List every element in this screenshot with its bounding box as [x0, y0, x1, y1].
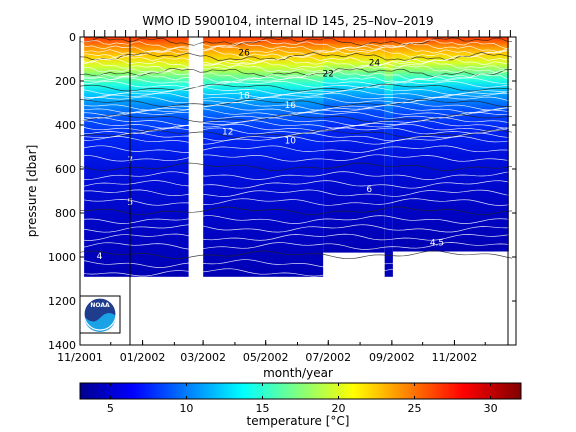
colorbar-tick-label: 15 — [255, 402, 269, 415]
y-tick-label: 1000 — [48, 251, 76, 264]
isotherm-line — [80, 162, 513, 171]
isotherm-line — [80, 242, 513, 250]
x-tick-label: 05/2002 — [243, 351, 289, 364]
x-axis-label: month/year — [263, 366, 333, 380]
isotherm-line — [80, 233, 513, 241]
x-tick-label: 01/2002 — [120, 351, 166, 364]
plot-frame — [79, 36, 517, 346]
colorbar-tick-label: 10 — [179, 402, 193, 415]
y-tick-label: 800 — [55, 207, 76, 220]
colorbar — [79, 382, 522, 400]
isotherm-line — [80, 259, 513, 268]
isotherm-line — [80, 145, 513, 153]
isotherm-line — [80, 154, 513, 162]
logo-text: NOAA — [90, 302, 110, 309]
isotherm-line — [80, 37, 513, 47]
isotherm-line — [80, 129, 513, 138]
contour-label: 18 — [238, 91, 250, 101]
contour-label: 26 — [238, 48, 250, 58]
isotherm-line — [80, 268, 513, 277]
isotherm-line — [80, 250, 513, 260]
y-tick-label: 400 — [55, 119, 76, 132]
section-segment-1 — [203, 37, 324, 277]
isotherm-line — [80, 215, 513, 224]
contour-label: 10 — [285, 136, 297, 146]
isotherm-line — [80, 96, 513, 104]
colorbar-tick-label: 5 — [107, 402, 114, 415]
isotherm-line — [80, 123, 513, 132]
contour-label: 4 — [97, 252, 103, 262]
x-axis: 11/2001 01/2002 03/2002 05/2002 07/2002 09/20… — [57, 340, 486, 364]
isotherm-line — [80, 80, 513, 89]
isotherm-line — [80, 111, 513, 119]
isotherm-line — [80, 127, 513, 135]
isotherm-line — [80, 180, 513, 189]
colorbar-ticks: 5 10 15 20 25 30 — [107, 383, 498, 415]
isotherm-line — [80, 45, 513, 56]
x-tick-label: 11/2002 — [432, 351, 478, 364]
isotherm-line — [80, 224, 513, 233]
isotherm-line — [80, 198, 513, 206]
x-tick-label: 09/2002 — [369, 351, 415, 364]
x-tick-label: 03/2002 — [180, 351, 226, 364]
x-tick-label: 07/2002 — [305, 351, 351, 364]
section-segment-0 — [84, 37, 189, 277]
isotherm-line — [80, 117, 513, 126]
isotherm-line — [80, 83, 513, 92]
isotherm-line — [80, 99, 513, 107]
isotherm-contours — [80, 37, 513, 277]
isotherm-line — [80, 60, 513, 71]
y-tick-label: 1200 — [48, 295, 76, 308]
contour-label: 12 — [222, 128, 233, 138]
x-tick-label: 11/2001 — [57, 351, 103, 364]
chart-title: WMO ID 5900104, internal ID 145, 25–Nov–… — [142, 14, 434, 28]
contour-label: 24 — [369, 58, 381, 68]
isotherm-line — [80, 51, 513, 61]
isotherm-line — [80, 132, 513, 142]
isotherm-line — [80, 120, 513, 129]
y-tick-label: 0 — [69, 31, 76, 44]
colorbar-tick-label: 30 — [484, 402, 498, 415]
profile-ticks — [83, 30, 511, 37]
isotherm-line — [80, 57, 513, 69]
y-axis-label: pressure [dbar] — [25, 145, 39, 238]
section-segment-3 — [384, 37, 393, 277]
contour-label: 6 — [366, 185, 372, 195]
colorbar-tick-label: 20 — [332, 402, 346, 415]
noaa-logo: NOAA — [79, 295, 121, 334]
contour-label: 4.5 — [430, 239, 444, 249]
data-gap — [188, 158, 204, 345]
y-tick-label: 600 — [55, 163, 76, 176]
contour-label: 22 — [323, 69, 334, 79]
isotherm-line — [80, 64, 513, 74]
isotherm-line — [80, 108, 513, 117]
isotherm-line — [80, 77, 513, 86]
y-tick-label: 200 — [55, 75, 76, 88]
isotherm-line — [80, 136, 513, 145]
y-axis: 0 200 400 600 800 1000 1200 1400 — [48, 31, 516, 352]
colorbar-tick-label: 25 — [408, 402, 422, 415]
isotherm-line — [80, 70, 513, 81]
colorbar-label: temperature [°C] — [246, 414, 350, 428]
isotherm-line — [80, 206, 513, 216]
isotherm-line — [80, 189, 513, 197]
isotherm-line — [80, 48, 513, 59]
isotherm-line — [80, 39, 513, 50]
contour-label: 16 — [285, 101, 297, 111]
y-tick-label: 1400 — [48, 339, 76, 352]
isotherm-line — [80, 171, 513, 180]
